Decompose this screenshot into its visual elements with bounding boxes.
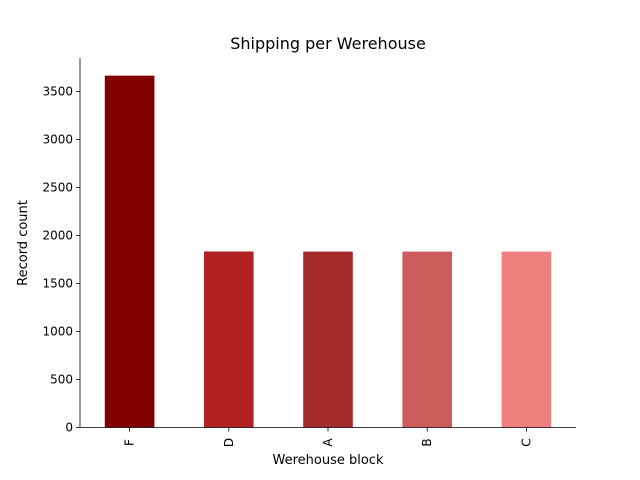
y-tick-label-1000: 1000 — [42, 325, 73, 339]
bar-a — [303, 251, 353, 428]
x-tick-label-f: F — [123, 439, 137, 446]
x-tick-label-c: C — [519, 438, 533, 446]
y-tick-label-3000: 3000 — [42, 133, 73, 147]
bar-c — [501, 251, 552, 428]
x-tick-label-a: A — [321, 438, 335, 447]
y-tick-label-2000: 2000 — [42, 229, 73, 243]
bar-f — [104, 75, 155, 428]
y-tick-label-2500: 2500 — [42, 181, 73, 195]
bars-group — [104, 75, 552, 428]
y-tick-label-0: 0 — [65, 421, 73, 435]
y-axis-label: Record count — [16, 200, 31, 286]
y-tick-label-1500: 1500 — [42, 277, 73, 291]
x-tick-label-d: D — [222, 438, 236, 447]
x-tick-label-b: B — [420, 438, 434, 446]
chart-title: Shipping per Werehouse — [230, 34, 426, 53]
x-axis-label: Werehouse block — [273, 453, 384, 468]
y-axis: 0 500 1000 1500 2000 2500 3000 3500 — [42, 85, 80, 435]
y-tick-label-500: 500 — [50, 373, 73, 387]
bar-b — [402, 251, 452, 428]
y-tick-label-3500: 3500 — [42, 85, 73, 99]
bar-d — [204, 251, 254, 428]
